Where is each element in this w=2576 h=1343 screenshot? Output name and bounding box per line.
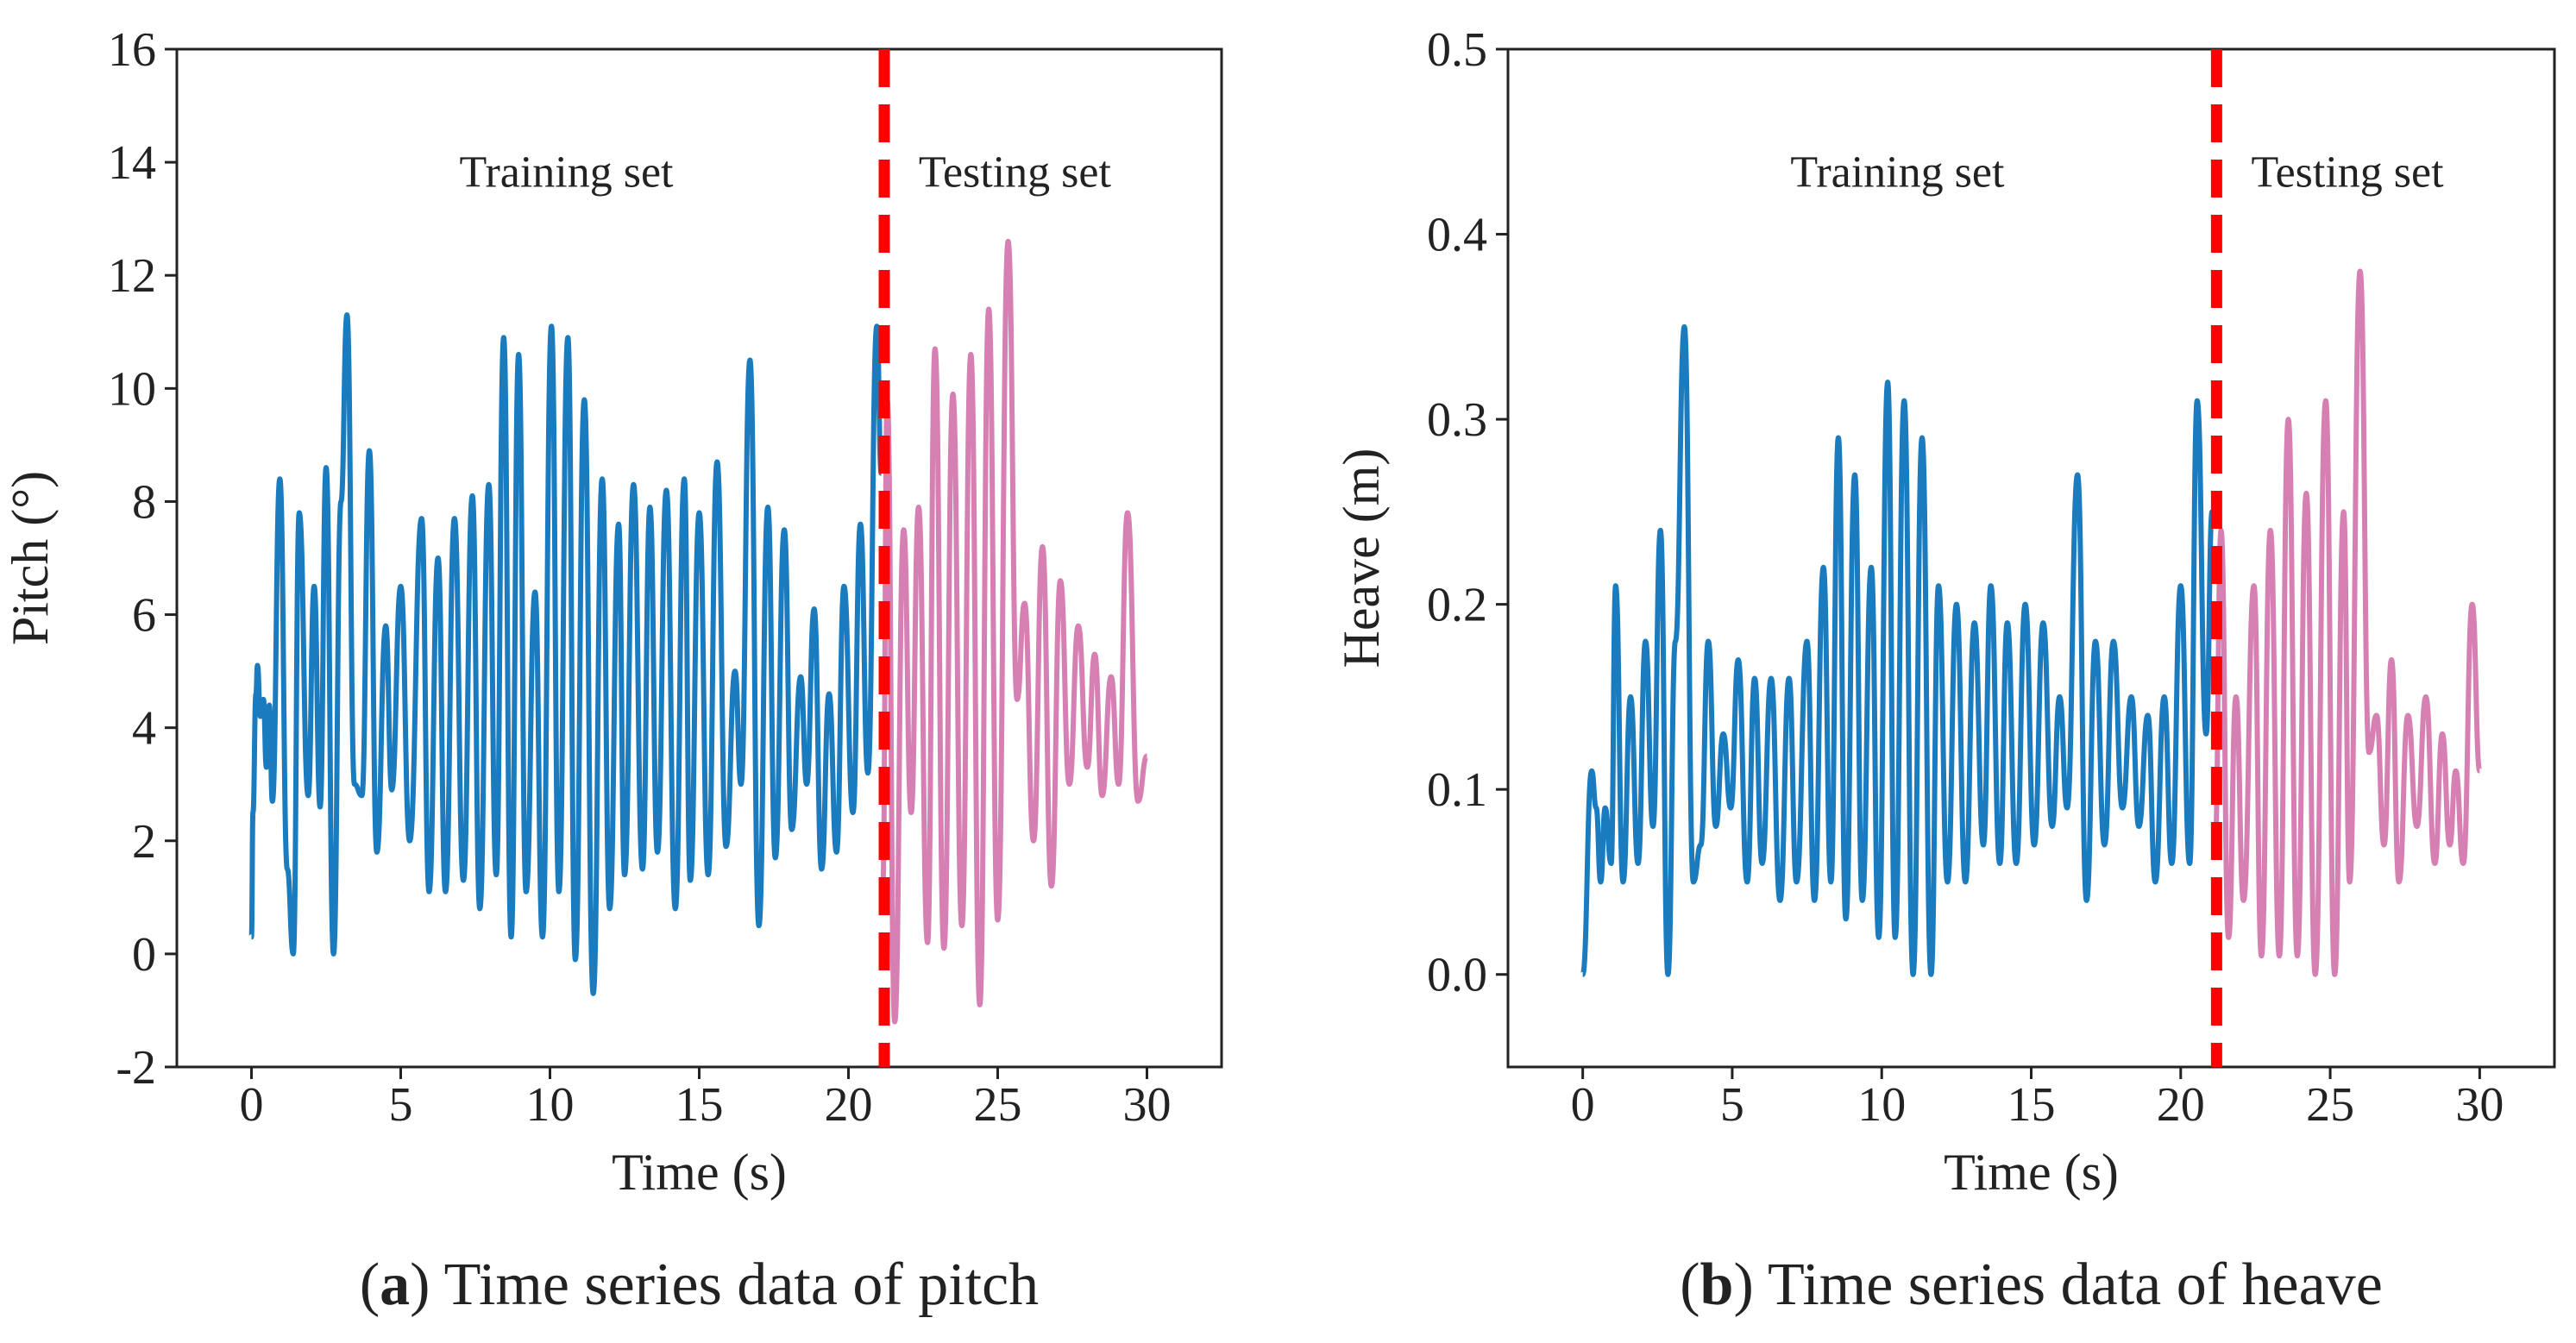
x-tick-label: 25 — [2306, 1078, 2354, 1132]
data-line — [880, 238, 1150, 1025]
x-tick-label: 20 — [2157, 1078, 2205, 1132]
y-tick-label: 2 — [132, 815, 156, 869]
y-tick-label: 10 — [108, 362, 156, 416]
caption: (a) Time series data of pitch — [360, 1252, 1039, 1318]
series-annotation: Training set — [1790, 148, 2005, 198]
series-annotation: Testing set — [919, 148, 1112, 198]
x-tick-label: 30 — [2455, 1078, 2504, 1132]
caption-part: ) Time series data of pitch — [410, 1252, 1039, 1318]
series-annotation: Testing set — [2251, 148, 2444, 198]
x-axis-label: Time (s) — [1944, 1144, 2119, 1201]
y-tick-label: 4 — [132, 702, 156, 756]
data-line — [2212, 268, 2483, 977]
x-tick-label: 15 — [2007, 1078, 2056, 1132]
caption-part: b — [1700, 1252, 1734, 1318]
y-axis-label: Pitch (°) — [2, 471, 59, 645]
x-tick-label: 0 — [1571, 1078, 1595, 1132]
y-tick-label: 0.3 — [1427, 393, 1487, 447]
y-tick-label: 0.4 — [1427, 209, 1487, 262]
x-tick-label: 15 — [675, 1078, 724, 1132]
y-tick-label: -2 — [116, 1041, 156, 1095]
y-tick-label: 8 — [132, 475, 156, 529]
caption-part: a — [380, 1252, 410, 1318]
x-axis-label: Time (s) — [612, 1144, 787, 1201]
y-tick-label: 14 — [108, 136, 156, 190]
x-tick-label: 10 — [1857, 1078, 1906, 1132]
x-tick-label: 30 — [1123, 1078, 1172, 1132]
x-tick-label: 20 — [825, 1078, 873, 1132]
y-axis-label: Heave (m) — [1333, 449, 1390, 668]
caption-part: ( — [360, 1252, 380, 1318]
y-tick-label: 0.2 — [1427, 579, 1487, 632]
x-tick-label: 10 — [526, 1078, 575, 1132]
y-tick-label: 0.5 — [1427, 23, 1487, 77]
x-tick-label: 25 — [974, 1078, 1022, 1132]
x-tick-label: 5 — [1720, 1078, 1744, 1132]
y-tick-label: 0 — [132, 928, 156, 982]
data-line — [248, 312, 884, 996]
y-tick-label: 0.1 — [1427, 763, 1487, 817]
caption: (b) Time series data of heave — [1680, 1252, 2383, 1318]
y-tick-label: 12 — [108, 249, 156, 303]
data-line — [1580, 323, 2215, 977]
caption-part: ( — [1680, 1252, 1700, 1318]
x-tick-label: 0 — [240, 1078, 264, 1132]
y-tick-label: 6 — [132, 589, 156, 643]
y-tick-label: 16 — [108, 23, 156, 77]
x-tick-label: 5 — [389, 1078, 413, 1132]
caption-part: ) Time series data of heave — [1733, 1252, 2382, 1318]
y-tick-label: 0.0 — [1427, 949, 1487, 1002]
series-annotation: Training set — [460, 148, 675, 198]
